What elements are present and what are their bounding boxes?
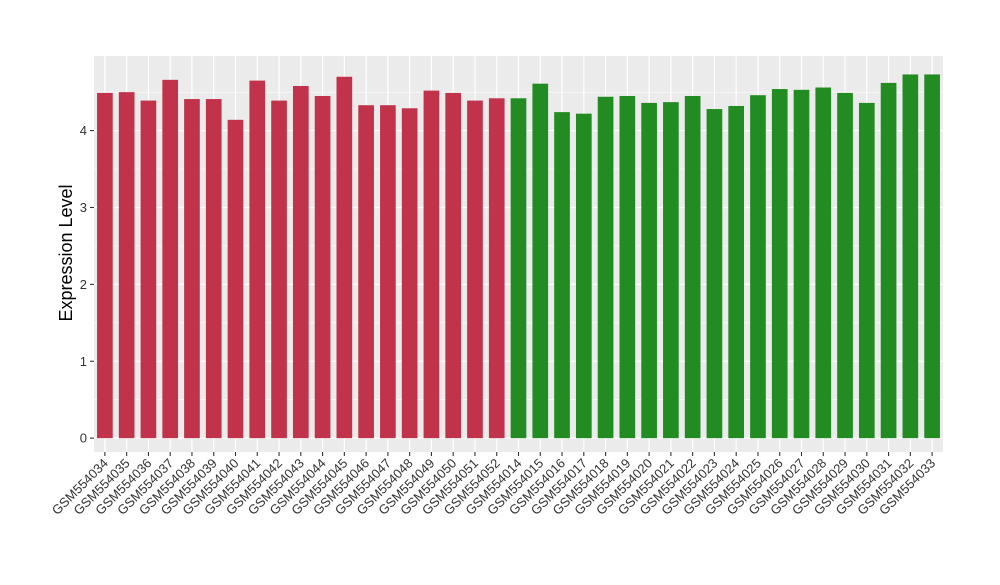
bar-gsm554021 [663, 102, 679, 439]
bar-gsm554050 [445, 92, 462, 439]
y-axis: 0 1 2 3 4 [80, 123, 94, 446]
bar-gsm554019 [619, 95, 636, 439]
bar-gsm554024 [728, 105, 745, 439]
bar-gsm554025 [750, 95, 766, 439]
bar-gsm554051 [467, 100, 483, 439]
bars-group [97, 74, 940, 439]
bar-gsm554043 [292, 85, 309, 439]
bar-gsm554030 [858, 102, 875, 439]
bar-gsm554018 [597, 96, 614, 439]
bar-gsm554029 [837, 92, 853, 439]
y-tick-label: 2 [80, 277, 87, 292]
bar-gsm554026 [771, 89, 788, 439]
bar-gsm554047 [380, 105, 396, 439]
y-tick-label: 4 [80, 123, 87, 138]
bar-gsm554044 [314, 95, 331, 439]
bar-gsm554038 [184, 99, 200, 439]
bar-gsm554022 [684, 95, 701, 439]
bar-gsm554014 [510, 98, 527, 439]
bar-gsm554039 [205, 99, 222, 439]
bar-gsm554036 [140, 100, 157, 439]
y-tick-label: 1 [80, 354, 87, 369]
bar-gsm554016 [554, 112, 570, 439]
bar-gsm554042 [271, 100, 287, 439]
bar-gsm554017 [575, 113, 592, 439]
bar-gsm554040 [227, 119, 244, 439]
y-tick-label: 3 [80, 200, 87, 215]
bar-gsm554048 [401, 108, 418, 439]
bar-gsm554015 [532, 83, 549, 439]
bar-gsm554023 [706, 109, 723, 439]
bar-gsm554049 [423, 90, 440, 439]
bar-gsm554046 [358, 105, 374, 439]
x-axis: GSM554034GSM554035GSM554036GSM554037GSM5… [49, 452, 938, 518]
y-tick-label: 0 [80, 431, 87, 446]
y-axis-title: Expression Level [56, 184, 76, 321]
bar-gsm554027 [793, 89, 810, 439]
bar-gsm554052 [488, 98, 505, 439]
bar-gsm554037 [162, 79, 179, 439]
bar-gsm554032 [902, 74, 919, 439]
bar-gsm554041 [249, 80, 266, 439]
bar-gsm554020 [641, 102, 657, 439]
bar-gsm554033 [924, 74, 940, 439]
bar-gsm554045 [336, 76, 353, 439]
bar-gsm554031 [880, 82, 897, 439]
bar-gsm554035 [118, 92, 135, 439]
bar-gsm554034 [97, 92, 113, 439]
bar-gsm554028 [815, 87, 832, 439]
